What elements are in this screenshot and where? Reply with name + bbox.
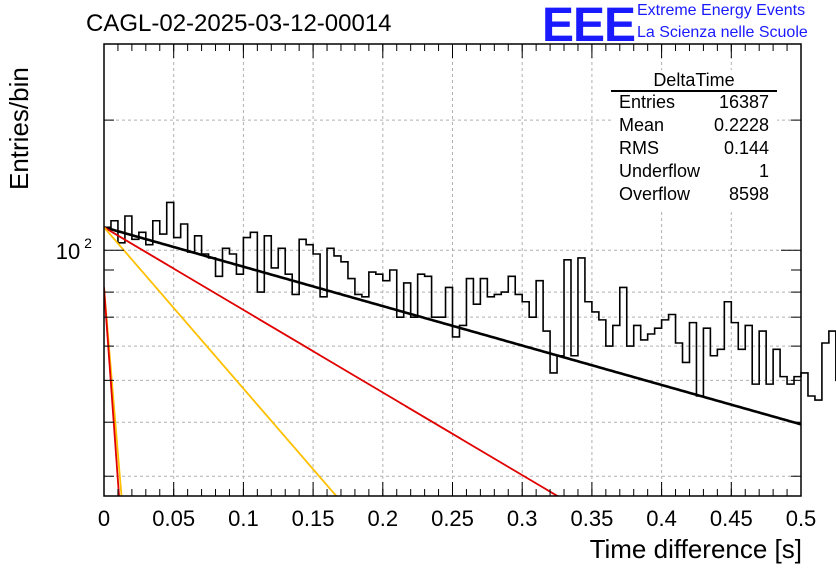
stats-value: 0.144 (723, 138, 769, 158)
eee-logo: EEE (542, 0, 636, 52)
x-tick-label: 0.5 (786, 506, 817, 531)
x-tick-label: 0.25 (431, 506, 474, 531)
stats-value: 1 (758, 161, 769, 181)
stats-value: 16387 (718, 92, 769, 112)
stats-label: Entries (619, 92, 676, 112)
fit-curve (104, 287, 120, 496)
x-tick-label: 0.15 (292, 506, 335, 531)
org-name-line1: Extreme Energy Events (637, 2, 806, 19)
stats-title: DeltaTime (653, 70, 735, 90)
org-name-line2: La Scienza nelle Scuole (637, 24, 808, 41)
axis-ticks (103, 43, 802, 496)
fit-curve (104, 226, 801, 426)
stats-label: Underflow (619, 161, 701, 181)
fit-curve (104, 226, 560, 496)
x-tick-label: 0.35 (570, 506, 613, 531)
x-tick-label: 0.4 (646, 506, 677, 531)
tick-labels: 0 0.05 0.1 0.15 0.2 0.25 0.3 0.35 0.4 0.45 0.5 10 2 (56, 235, 817, 531)
x-tick-label: 0.45 (710, 506, 753, 531)
stats-label: Mean (619, 115, 665, 135)
x-tick-label: 0.3 (507, 506, 538, 531)
x-tick-label: 0.2 (368, 506, 399, 531)
fit-curve (104, 226, 338, 496)
x-tick-label: 0.1 (228, 506, 259, 531)
y-axis-label: Entries/bin (4, 67, 34, 190)
stats-row-overflow: Overflow 8598 (619, 184, 769, 207)
stats-row-entries: Entries 16387 (619, 92, 769, 115)
stats-value: 0.2228 (713, 115, 769, 135)
stats-box: DeltaTime Entries 16387 Mean 0.2228 RMS … (611, 70, 777, 210)
stats-row-rms: RMS 0.144 (619, 138, 769, 161)
y-tick-exponent: 2 (84, 235, 92, 251)
histogram-step-line (104, 201, 836, 401)
stats-row-mean: Mean 0.2228 (619, 115, 769, 138)
fit-curves (104, 226, 801, 496)
stats-value: 8598 (728, 184, 769, 204)
stats-label: RMS (619, 138, 659, 158)
x-axis-label: Time difference [s] (589, 534, 802, 564)
stats-row-underflow: Underflow 1 (619, 161, 769, 184)
x-tick-label: 0 (98, 506, 110, 531)
plot-title: CAGL-02-2025-03-12-00014 (86, 10, 392, 37)
stats-label: Overflow (619, 184, 691, 204)
y-tick-label: 10 (56, 239, 80, 264)
fit-curve (104, 287, 123, 496)
stats-divider (611, 90, 777, 92)
x-tick-label: 0.05 (152, 506, 195, 531)
histogram-series (104, 201, 836, 401)
